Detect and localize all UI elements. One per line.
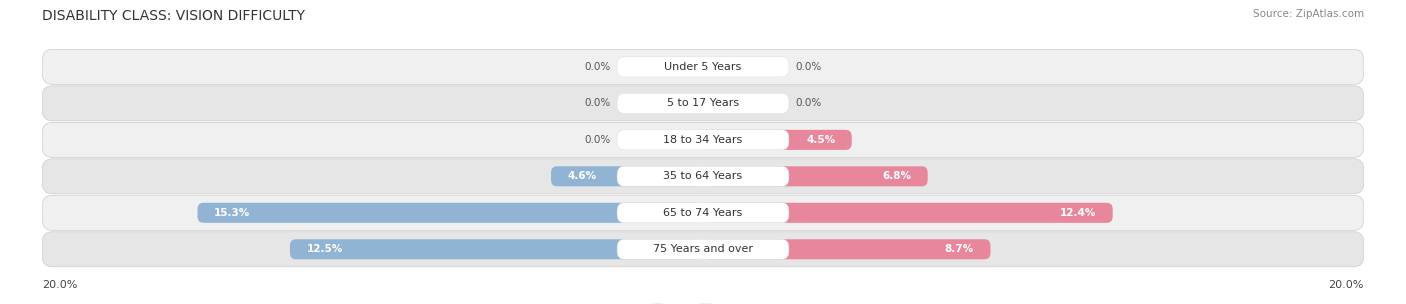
Text: DISABILITY CLASS: VISION DIFFICULTY: DISABILITY CLASS: VISION DIFFICULTY — [42, 9, 305, 23]
FancyBboxPatch shape — [703, 239, 990, 259]
Text: 75 Years and over: 75 Years and over — [652, 244, 754, 254]
Legend: Male, Female: Male, Female — [647, 299, 759, 304]
FancyBboxPatch shape — [42, 49, 1364, 85]
Text: 18 to 34 Years: 18 to 34 Years — [664, 135, 742, 145]
FancyBboxPatch shape — [42, 122, 1364, 157]
Text: 20.0%: 20.0% — [42, 280, 77, 290]
Text: 12.4%: 12.4% — [1060, 208, 1097, 218]
Text: 5 to 17 Years: 5 to 17 Years — [666, 98, 740, 108]
FancyBboxPatch shape — [703, 130, 852, 150]
Text: 0.0%: 0.0% — [796, 62, 821, 72]
FancyBboxPatch shape — [42, 195, 1364, 230]
FancyBboxPatch shape — [617, 57, 789, 77]
Text: 4.6%: 4.6% — [568, 171, 596, 181]
FancyBboxPatch shape — [617, 130, 789, 150]
Text: 12.5%: 12.5% — [307, 244, 343, 254]
Text: 15.3%: 15.3% — [214, 208, 250, 218]
FancyBboxPatch shape — [617, 93, 789, 113]
Text: 65 to 74 Years: 65 to 74 Years — [664, 208, 742, 218]
Text: 8.7%: 8.7% — [945, 244, 974, 254]
FancyBboxPatch shape — [617, 203, 789, 223]
FancyBboxPatch shape — [42, 232, 1364, 267]
FancyBboxPatch shape — [703, 203, 1112, 223]
Text: 6.8%: 6.8% — [882, 171, 911, 181]
Text: 35 to 64 Years: 35 to 64 Years — [664, 171, 742, 181]
FancyBboxPatch shape — [290, 239, 703, 259]
FancyBboxPatch shape — [551, 166, 703, 186]
FancyBboxPatch shape — [42, 86, 1364, 121]
Text: 0.0%: 0.0% — [585, 98, 610, 108]
Text: 0.0%: 0.0% — [585, 62, 610, 72]
FancyBboxPatch shape — [42, 159, 1364, 194]
Text: 20.0%: 20.0% — [1329, 280, 1364, 290]
FancyBboxPatch shape — [617, 239, 789, 259]
Text: Under 5 Years: Under 5 Years — [665, 62, 741, 72]
FancyBboxPatch shape — [617, 166, 789, 186]
Text: Source: ZipAtlas.com: Source: ZipAtlas.com — [1253, 9, 1364, 19]
FancyBboxPatch shape — [703, 166, 928, 186]
FancyBboxPatch shape — [197, 203, 703, 223]
Text: 0.0%: 0.0% — [796, 98, 821, 108]
Text: 4.5%: 4.5% — [806, 135, 835, 145]
Text: 0.0%: 0.0% — [585, 135, 610, 145]
